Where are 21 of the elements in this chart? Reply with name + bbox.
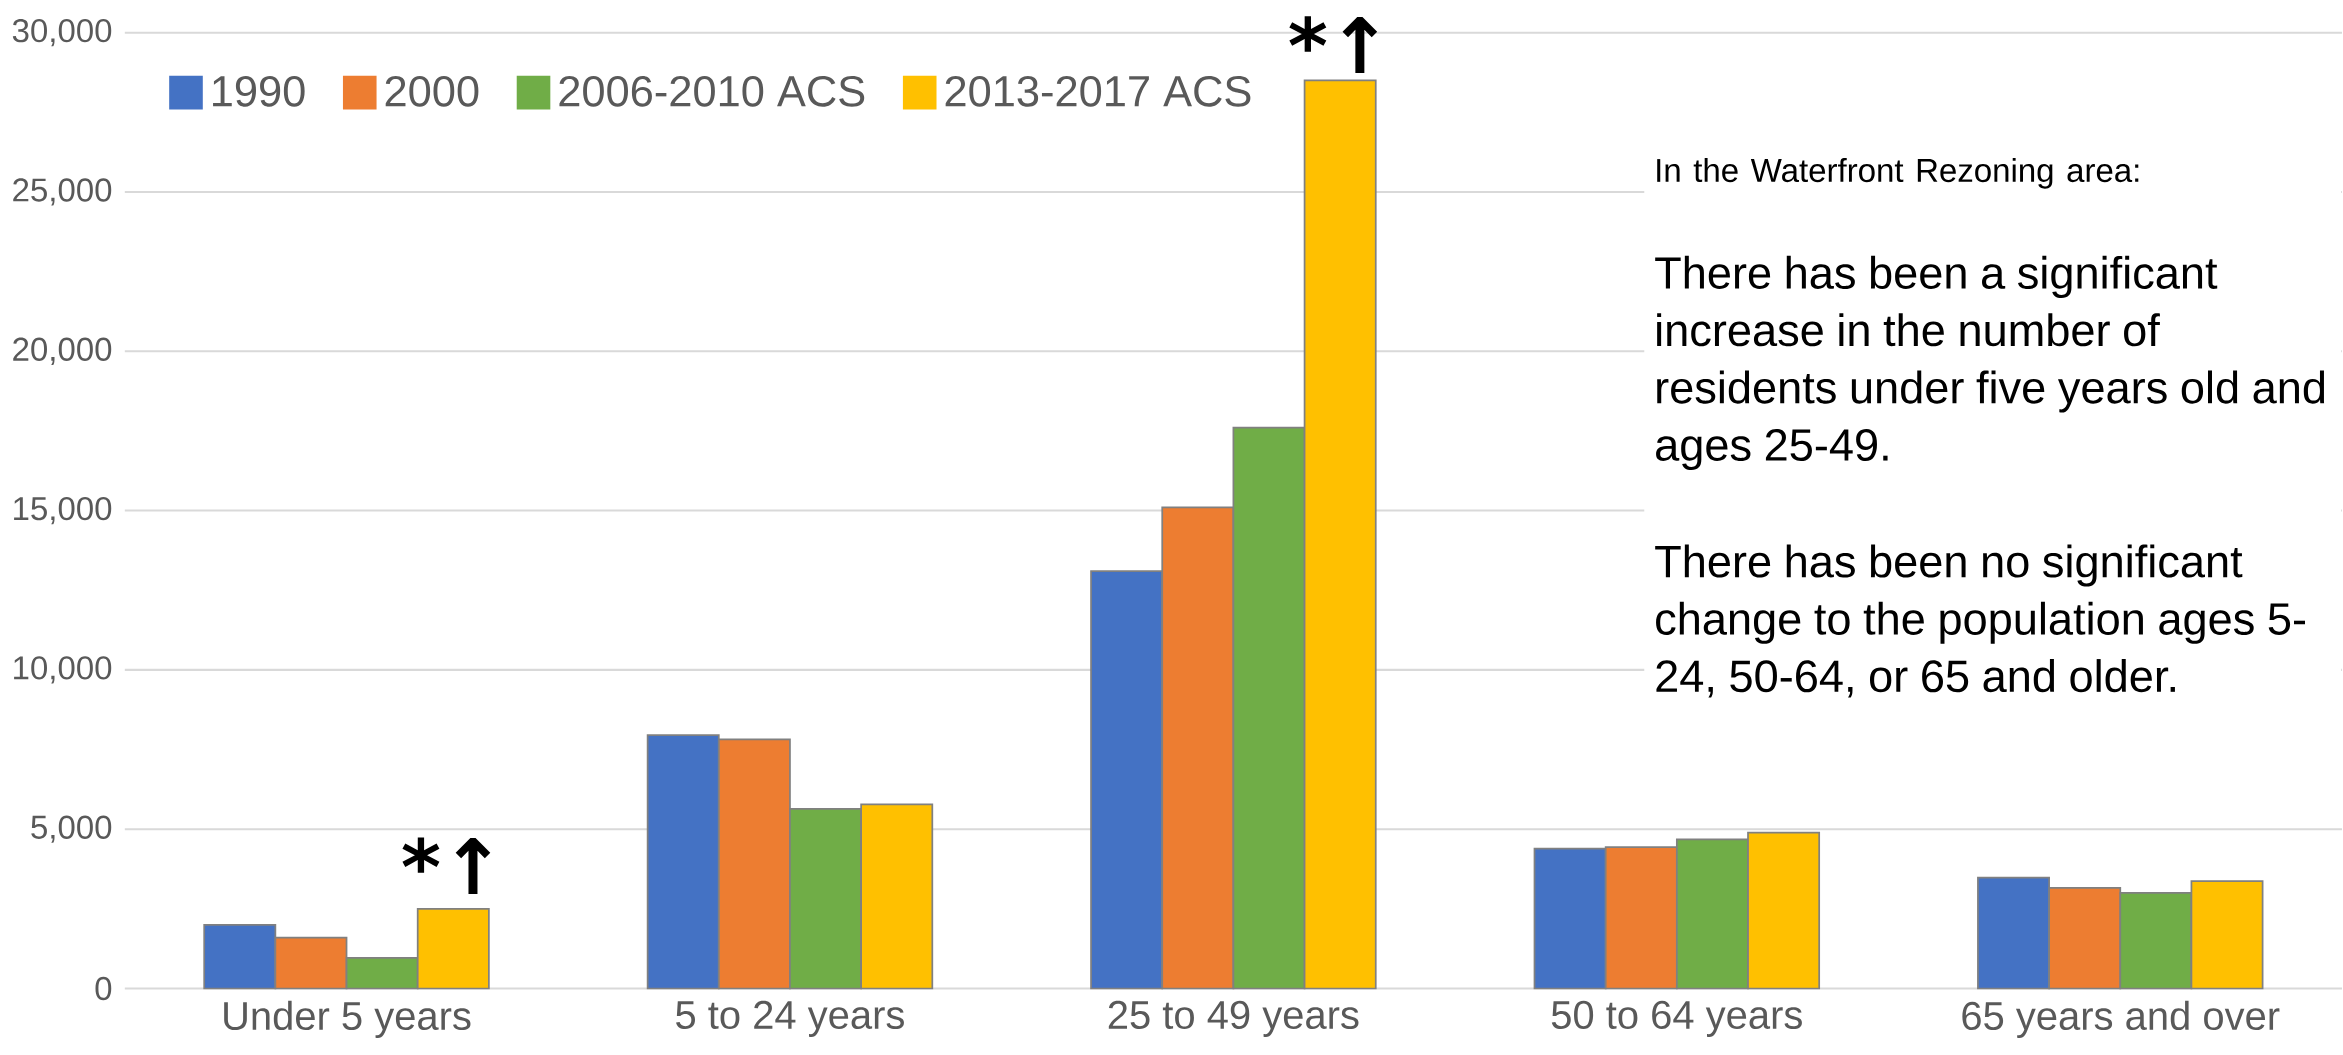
annotation: In the Waterfront Rezoning area:	[1657, 158, 2139, 189]
annotation: *↑	[402, 837, 491, 895]
y-tick-label: 20,000	[13, 337, 112, 366]
y-tick-label: 25,000	[13, 178, 112, 206]
x-tick-label: 50 to 64 years	[1551, 1000, 1802, 1038]
y-tick-label: 10,000	[14, 656, 112, 684]
annotation: There has been a significant increase in the number of residents under five years old and ages 25-49.	[1655, 255, 2325, 471]
y-tick-label: 30,000	[12, 19, 112, 47]
legend-label: 2000	[385, 76, 479, 107]
x-tick-label: 25 to 49 years	[1108, 1000, 1359, 1038]
annotation: *↑	[1289, 16, 1378, 74]
y-tick-label: 15,000	[14, 497, 112, 525]
legend-label: 2006-2010 ACS	[559, 76, 865, 107]
x-tick-label: 5 to 24 years	[676, 1000, 904, 1038]
legend-label: 2013-2017 ACS	[945, 76, 1251, 107]
x-tick-label: 65 years and over	[1962, 1000, 2280, 1039]
legend-label: 1990	[213, 76, 305, 107]
y-tick-label: 0	[95, 976, 112, 1001]
y-tick-label: 5,000	[31, 815, 112, 843]
x-tick-label: Under 5 years	[224, 1000, 471, 1039]
annotation: There has been no significant change to the population ages 5-24, 50-64, or 65 and older.	[1655, 544, 2306, 698]
